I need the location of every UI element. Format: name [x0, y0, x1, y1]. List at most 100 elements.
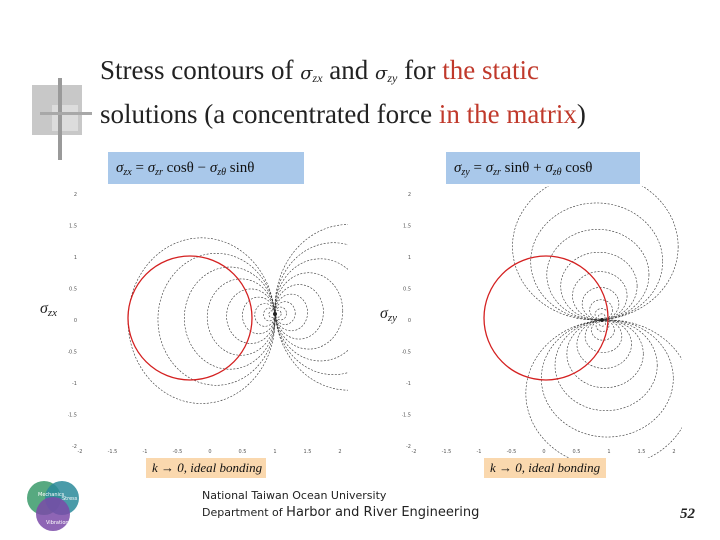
y-tick-label: -1 [406, 381, 411, 387]
contour-line [554, 319, 658, 411]
contour-line [274, 301, 296, 325]
x-tick-label: -0.5 [173, 449, 183, 455]
contour-line [274, 242, 348, 375]
x-tick-label: 0.5 [239, 449, 247, 455]
contour-line [254, 303, 276, 327]
contour-line [274, 284, 324, 340]
left-bonding-label: k → 0, ideal bonding [146, 458, 266, 478]
svg-text:Stress: Stress [62, 496, 78, 502]
title-line2: solutions (a concentrated force [100, 99, 439, 129]
contour-line [546, 229, 650, 321]
x-tick-label: -1.5 [108, 449, 118, 455]
x-tick-label: 0 [208, 449, 211, 455]
title-sigma-1: σ [300, 63, 313, 84]
decor-horizontal-line [40, 112, 92, 115]
title-sub-1: zx [312, 71, 323, 85]
contour-line [566, 319, 644, 389]
x-tick-label: 1.5 [638, 449, 646, 455]
y-tick-label: 0 [408, 318, 411, 324]
x-tick-label: -1 [143, 449, 148, 455]
title-sub-2: zy [387, 71, 398, 85]
contour-lines [127, 224, 348, 404]
slide-title: Stress contours of σzx and σzy for the s… [100, 52, 586, 132]
contour-line [591, 319, 615, 341]
right-plot-ylabel: σzy [380, 305, 398, 324]
footer-university: National Taiwan Ocean University [202, 489, 387, 502]
contour-line [589, 299, 613, 321]
title-red-2: in the matrix [438, 99, 577, 129]
x-tick-label: -0.5 [507, 449, 517, 455]
contour-line [595, 319, 610, 332]
force-point [273, 312, 277, 316]
left-equation: σzx = σzr cosθ − σzθ sinθ [108, 152, 304, 184]
university-logo: Mechanics Stress Vibration [27, 481, 79, 531]
y-tick-label: 0.5 [69, 287, 77, 293]
title-text-1: Stress contours of [100, 55, 301, 85]
contour-line [226, 288, 276, 344]
x-tick-label: -1.5 [442, 449, 452, 455]
contour-line [242, 296, 276, 335]
y-tick-label: 0.5 [403, 287, 411, 293]
x-tick-label: 2 [672, 449, 675, 455]
title-red-1: the static [442, 55, 540, 85]
x-tick-label: -2 [78, 449, 83, 455]
page-number: 52 [680, 506, 695, 522]
x-tick-label: -1 [477, 449, 482, 455]
contour-lines [512, 186, 682, 458]
contour-line [512, 186, 679, 321]
y-tick-label: -1.5 [68, 413, 77, 419]
contour-line [530, 202, 663, 321]
y-tick-label: 1.5 [69, 224, 77, 230]
x-tick-label: 1 [607, 449, 610, 455]
svg-text:Vibration: Vibration [46, 520, 69, 526]
y-tick-label: 1.5 [403, 224, 411, 230]
contour-line [576, 319, 632, 369]
contour-line [572, 271, 628, 321]
y-tick-label: -0.5 [402, 350, 411, 356]
y-tick-label: 2 [408, 192, 411, 198]
interface-circle [127, 255, 253, 381]
left-contour-plot: 2 1.5 1 0.5 0 -0.5 -1 -1.5 -2-2 -1.5 -1 -0.5 0 0.5 1 1.… [68, 192, 348, 455]
x-tick-label: -2 [412, 449, 417, 455]
decor-vertical-line [58, 78, 62, 160]
title-and: and [322, 55, 376, 85]
title-text-2: for [397, 55, 443, 85]
y-tick-label: 1 [74, 255, 77, 261]
y-tick-label: -2 [406, 444, 411, 450]
footer: National Taiwan Ocean University Departm… [202, 487, 479, 521]
contour-line [581, 287, 620, 321]
x-tick-label: 0.5 [573, 449, 581, 455]
x-tick-label: 0 [542, 449, 545, 455]
y-tick-label: 0 [74, 318, 77, 324]
contour-line [274, 258, 348, 362]
contour-line [274, 293, 308, 332]
decor-square-inner [52, 105, 78, 131]
right-bonding-label: k → 0, ideal bonding [484, 458, 606, 478]
right-equation: σzy = σzr sinθ + σzθ cosθ [446, 152, 640, 184]
contour-line [206, 278, 276, 356]
contour-line [584, 319, 623, 353]
title-sigma-2: σ [375, 63, 388, 84]
footer-department-prefix: Department of [202, 506, 287, 519]
footer-department: Harbor and River Engineering [286, 505, 480, 520]
y-tick-label: -2 [72, 444, 77, 450]
force-point [600, 318, 604, 322]
left-plot-ylabel: σzx [40, 300, 58, 319]
y-tick-label: -1.5 [402, 413, 411, 419]
y-tick-label: 2 [74, 192, 77, 198]
contour-line [184, 266, 276, 370]
contour-line [525, 319, 682, 458]
x-tick-label: 2 [338, 449, 341, 455]
contour-line [157, 253, 276, 386]
interface-circle [483, 255, 609, 381]
contour-line [274, 272, 344, 350]
svg-text:Mechanics: Mechanics [38, 492, 65, 498]
contour-line [274, 309, 282, 318]
right-contour-plot: 2 1.5 1 0.5 0 -0.5 -1 -1.5 -2-2 -1.5 -1 -0.5 0 0.5 1 1.… [402, 186, 682, 458]
y-tick-label: 1 [408, 255, 411, 261]
y-tick-label: -0.5 [68, 350, 77, 356]
title-line2-end: ) [576, 99, 586, 129]
x-tick-label: 1 [273, 449, 276, 455]
contour-line [274, 224, 348, 391]
y-tick-label: -1 [72, 381, 77, 387]
